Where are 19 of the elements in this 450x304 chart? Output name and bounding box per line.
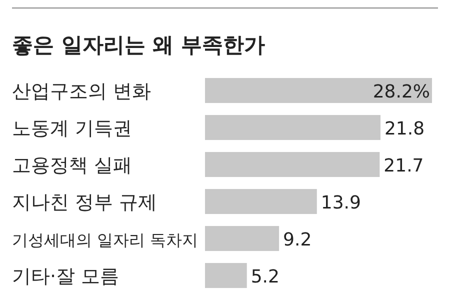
data-label: 21.7 bbox=[384, 156, 424, 176]
data-label: 13.9 bbox=[320, 192, 361, 214]
bar bbox=[205, 115, 380, 140]
y-tick-label: 산업구조의 변화 bbox=[12, 80, 152, 102]
bar bbox=[205, 78, 432, 103]
data-label: 9.2 bbox=[283, 230, 312, 250]
bar bbox=[205, 226, 280, 251]
bar bbox=[205, 189, 317, 214]
data-label: 5.2 bbox=[250, 266, 280, 288]
y-tick-label: 기타·잘 모름 bbox=[12, 266, 120, 288]
chart-title: 좋은 일자리는 왜 부족한가 bbox=[12, 33, 265, 57]
y-tick-label: 기성세대의 일자리 독차지 bbox=[12, 230, 198, 250]
y-tick-label: 고용정책 실패 bbox=[12, 154, 132, 176]
y-tick-label: 지나친 정부 규제 bbox=[12, 192, 158, 214]
data-label: 21.8 bbox=[384, 118, 425, 140]
y-tick-label: 노동계 기득권 bbox=[12, 118, 132, 140]
data-label: 28.2% bbox=[372, 82, 430, 102]
bar bbox=[205, 152, 380, 177]
bar bbox=[205, 263, 247, 288]
